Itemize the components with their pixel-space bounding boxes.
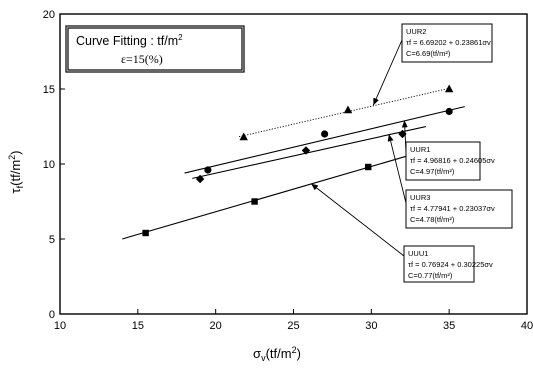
annotation-series-name: UUR2 [406, 27, 426, 36]
data-point-uur2 [343, 105, 353, 114]
x-axis-ticks: 10 15 20 25 30 35 40 [54, 309, 533, 332]
y-tick-label: 10 [43, 159, 55, 171]
x-tick-label: 30 [365, 320, 377, 332]
annotation-arrow [372, 39, 403, 106]
x-tick-label: 20 [210, 320, 222, 332]
title-box-outer [65, 25, 245, 73]
annotation-box [405, 141, 481, 181]
y-tick-label: 20 [43, 9, 55, 21]
fit-line-uuu1 [122, 150, 426, 240]
y-axis-ticks: 0 5 10 15 20 [43, 9, 65, 321]
x-tick-label: 40 [521, 320, 533, 332]
annotation-uur1: UUR1 τf = 4.96816 + 0.24605σv C=4.97(tf/m²… [401, 120, 495, 181]
chart-title: Curve Fitting : tf/m2 [76, 33, 183, 48]
data-point-uuu1 [365, 163, 372, 171]
data-point-uur1 [445, 107, 453, 116]
annotation-cohesion: C=0.77(tf/m²) [408, 271, 453, 280]
data-point-uur1 [204, 166, 212, 174]
data-point-uur3 [301, 146, 311, 155]
annotation-equation: τf = 6.69202 + 0.23861σv [406, 38, 491, 47]
annotation-arrow [310, 183, 405, 257]
y-tick-label: 5 [49, 234, 55, 246]
annotation-box [405, 189, 513, 229]
annotation-uur2: UUR2 τf = 6.69202 + 0.23861σv C=6.69(tf/m²… [372, 23, 493, 106]
title-box-inner [67, 27, 243, 71]
annotation-series-name: UUR3 [410, 193, 430, 202]
annotation-cohesion: C=4.78(tf/m²) [410, 215, 455, 224]
y-tick-label: 0 [49, 309, 55, 321]
annotation-cohesion: C=6.69(tf/m²) [406, 49, 451, 58]
fit-line-uur3 [192, 126, 426, 179]
fit-line-uur1 [184, 106, 465, 174]
x-tick-label: 15 [132, 320, 144, 332]
data-point-uur1 [321, 130, 329, 138]
fit-lines [122, 87, 465, 240]
data-point-uur3 [195, 174, 205, 184]
data-point-uuu1 [142, 229, 149, 237]
x-tick-label: 35 [443, 320, 455, 332]
data-markers [142, 84, 454, 237]
annotation-box [401, 23, 493, 63]
annotation-equation: τf = 0.76924 + 0.30225σv [408, 260, 493, 269]
data-point-uur2 [239, 132, 248, 141]
y-tick-label: 15 [43, 84, 55, 96]
chart-subtitle: ε=15(%) [121, 52, 163, 66]
annotation-equation: τf = 4.77941 + 0.23037σv [410, 204, 495, 213]
fit-line-uur2 [238, 87, 450, 138]
annotation-arrow [401, 120, 408, 154]
annotation-arrow [387, 134, 407, 204]
annotation-equation: τf = 4.96816 + 0.24605σv [410, 156, 495, 165]
data-point-uur2 [444, 84, 454, 93]
annotation-cohesion: C=4.97(tf/m²) [410, 167, 455, 176]
fit-annotations: UUR2 τf = 6.69202 + 0.23861σv C=6.69(tf/m²… [310, 23, 513, 283]
annotation-series-name: UUU1 [408, 249, 428, 258]
y-axis-title: τf(tf/m2) [7, 150, 25, 193]
x-tick-label: 10 [54, 320, 66, 332]
annotation-uur3: UUR3 τf = 4.77941 + 0.23037σv C=4.78(tf/m²… [387, 134, 513, 229]
x-axis-title: σv(tf/m2) [253, 345, 301, 363]
x-tick-label: 25 [287, 320, 299, 332]
annotation-box [403, 245, 475, 283]
data-point-uuu1 [251, 198, 258, 205]
annotation-uuu1: UUU1 τf = 0.76924 + 0.30225σv C=0.77(tf/m²… [310, 183, 493, 283]
annotation-series-name: UUR1 [410, 145, 430, 154]
